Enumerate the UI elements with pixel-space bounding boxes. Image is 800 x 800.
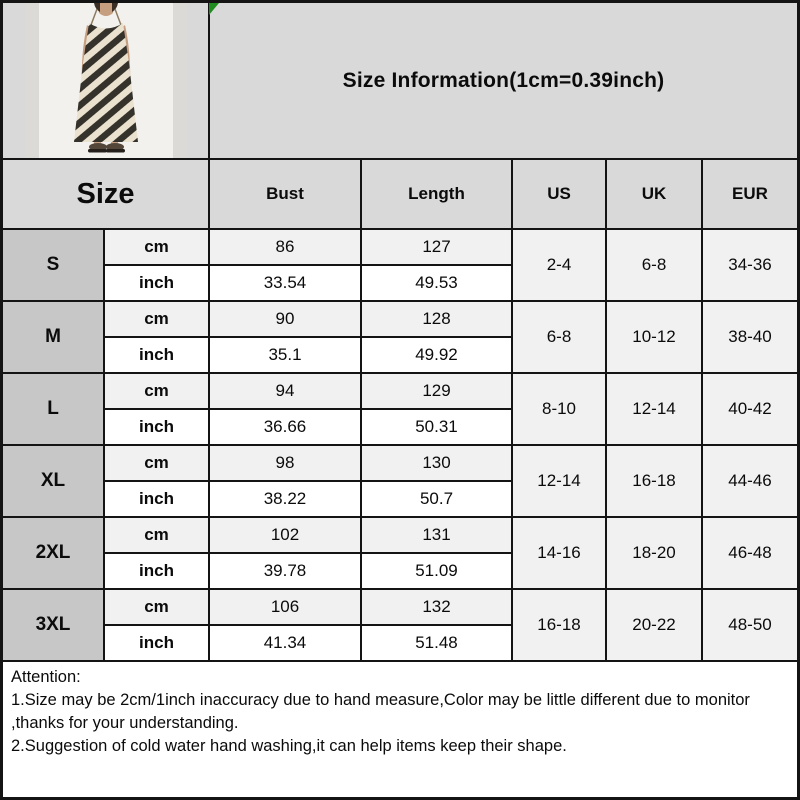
- eur-size-value: 40-42: [703, 374, 797, 444]
- attention-line-1: 1.Size may be 2cm/1inch inaccuracy due t…: [11, 691, 750, 709]
- col-header-size: Size: [3, 160, 208, 228]
- length-cm-value: 132: [362, 590, 511, 624]
- bust-inch-value: 41.34: [210, 626, 360, 660]
- unit-label-cm: cm: [105, 590, 208, 624]
- green-corner-marker-icon: [209, 3, 219, 15]
- eur-size-value: 44-46: [703, 446, 797, 516]
- length-inch-value: 51.48: [362, 626, 511, 660]
- bust-cm-value: 102: [210, 518, 360, 552]
- attention-line-2: ,thanks for your understanding.: [11, 714, 239, 732]
- unit-label-cm: cm: [105, 518, 208, 552]
- bust-inch-value: 35.1: [210, 338, 360, 372]
- us-size-value: 14-16: [513, 518, 605, 588]
- unit-label-inch: inch: [105, 626, 208, 660]
- eur-size-value: 48-50: [703, 590, 797, 660]
- eur-size-value: 38-40: [703, 302, 797, 372]
- bust-cm-value: 98: [210, 446, 360, 480]
- unit-label-inch: inch: [105, 338, 208, 372]
- bust-cm-value: 86: [210, 230, 360, 264]
- bust-cm-value: 94: [210, 374, 360, 408]
- uk-size-value: 6-8: [607, 230, 701, 300]
- bust-inch-value: 36.66: [210, 410, 360, 444]
- attention-line-3: 2.Suggestion of cold water hand washing,…: [11, 737, 567, 755]
- unit-label-inch: inch: [105, 266, 208, 300]
- bust-inch-value: 39.78: [210, 554, 360, 588]
- us-size-value: 8-10: [513, 374, 605, 444]
- bust-inch-value: 33.54: [210, 266, 360, 300]
- col-header-uk: UK: [607, 160, 701, 228]
- product-photo-striped-dress-image: [24, 3, 187, 158]
- length-cm-value: 131: [362, 518, 511, 552]
- unit-label-cm: cm: [105, 302, 208, 336]
- length-inch-value: 50.7: [362, 482, 511, 516]
- us-size-value: 6-8: [513, 302, 605, 372]
- size-label-3xl: 3XL: [3, 590, 103, 660]
- us-size-value: 16-18: [513, 590, 605, 660]
- col-header-length: Length: [362, 160, 511, 228]
- uk-size-value: 20-22: [607, 590, 701, 660]
- unit-label-inch: inch: [105, 482, 208, 516]
- us-size-value: 12-14: [513, 446, 605, 516]
- col-header-us: US: [513, 160, 605, 228]
- unit-label-cm: cm: [105, 374, 208, 408]
- us-size-value: 2-4: [513, 230, 605, 300]
- size-label-s: S: [3, 230, 103, 300]
- unit-label-inch: inch: [105, 554, 208, 588]
- length-cm-value: 128: [362, 302, 511, 336]
- length-cm-value: 130: [362, 446, 511, 480]
- eur-size-value: 34-36: [703, 230, 797, 300]
- product-photo-cell: [3, 3, 208, 158]
- col-header-eur: EUR: [703, 160, 797, 228]
- bust-cm-value: 106: [210, 590, 360, 624]
- size-label-2xl: 2XL: [3, 518, 103, 588]
- uk-size-value: 18-20: [607, 518, 701, 588]
- page-title: Size Information(1cm=0.39inch): [210, 3, 797, 158]
- uk-size-value: 10-12: [607, 302, 701, 372]
- unit-label-inch: inch: [105, 410, 208, 444]
- uk-size-value: 16-18: [607, 446, 701, 516]
- length-cm-value: 129: [362, 374, 511, 408]
- length-inch-value: 49.53: [362, 266, 511, 300]
- attention-note: Attention: 1.Size may be 2cm/1inch inacc…: [3, 662, 797, 797]
- uk-size-value: 12-14: [607, 374, 701, 444]
- col-header-bust: Bust: [210, 160, 360, 228]
- attention-heading: Attention:: [11, 668, 81, 686]
- unit-label-cm: cm: [105, 446, 208, 480]
- size-label-m: M: [3, 302, 103, 372]
- bust-inch-value: 38.22: [210, 482, 360, 516]
- size-label-xl: XL: [3, 446, 103, 516]
- size-label-l: L: [3, 374, 103, 444]
- unit-label-cm: cm: [105, 230, 208, 264]
- length-inch-value: 51.09: [362, 554, 511, 588]
- length-inch-value: 49.92: [362, 338, 511, 372]
- length-cm-value: 127: [362, 230, 511, 264]
- bust-cm-value: 90: [210, 302, 360, 336]
- length-inch-value: 50.31: [362, 410, 511, 444]
- eur-size-value: 46-48: [703, 518, 797, 588]
